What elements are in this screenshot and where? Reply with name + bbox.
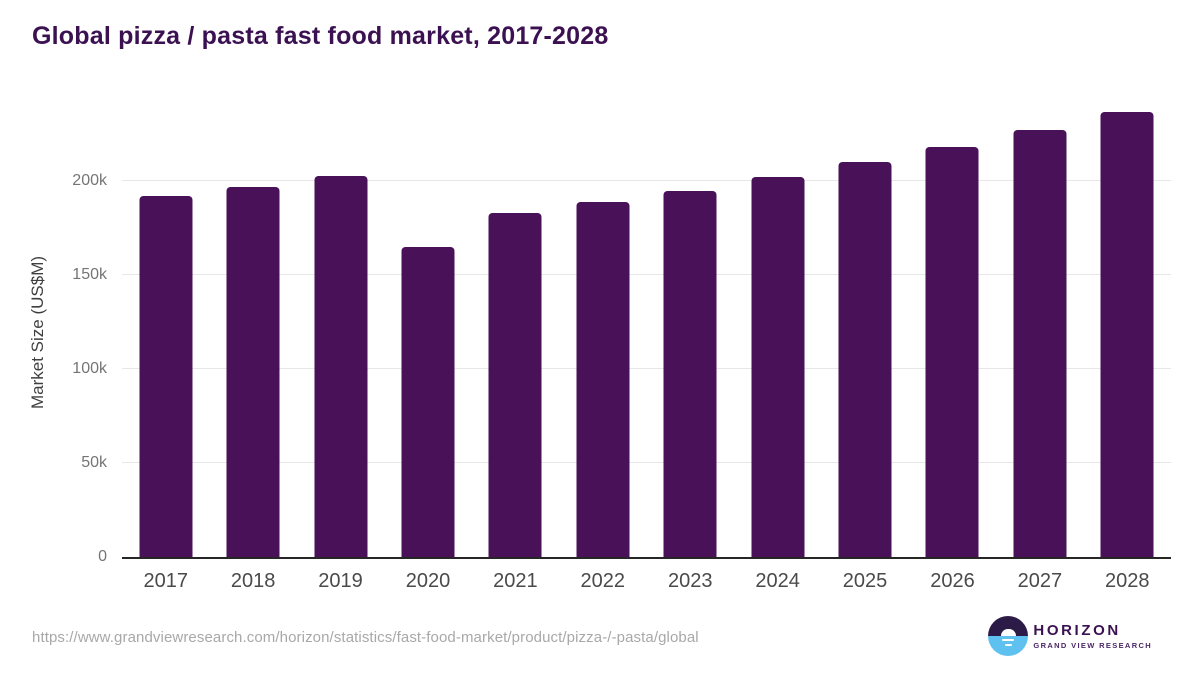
x-axis-tick-label: 2018 [230, 570, 276, 592]
gridline [122, 368, 1171, 370]
sun-reflection-dash [1002, 639, 1015, 642]
y-axis-tick-label: 150k [72, 266, 107, 284]
sun-shape [1000, 628, 1016, 636]
horizon-sun-icon [988, 616, 1029, 656]
y-axis-tick-label: 0 [98, 548, 107, 565]
y-axis-title: Market Size (US$M) [28, 255, 47, 410]
x-axis-tick-label: 2027 [1017, 570, 1063, 592]
gridline [122, 462, 1171, 464]
y-axis-tick-label: 200k [72, 172, 107, 190]
x-axis-tick-label: 2022 [580, 570, 626, 592]
x-axis-tick-label: 2019 [318, 570, 363, 592]
logo-name: HORIZON [1033, 621, 1121, 639]
bar [838, 162, 892, 557]
bar [1100, 111, 1154, 557]
x-axis-tick-label: 2025 [842, 570, 888, 592]
x-axis-tick-label: 2021 [493, 570, 538, 592]
horizon-logo: HORIZON GRAND VIEW RESEARCH [988, 616, 1152, 656]
x-axis-tick-label: 2017 [143, 570, 188, 592]
x-axis-tick-label: 2028 [1105, 570, 1150, 592]
gridline [122, 180, 1171, 182]
chart-title: Global pizza / pasta fast food market, 2… [32, 22, 609, 50]
source-url: https://www.grandviewresearch.com/horizo… [32, 629, 699, 646]
plot-area: 0 50k 100k 150k 200k 2017 2018 2019 2020 2021 2022… [72, 106, 1171, 592]
bar [401, 246, 455, 557]
logo-text: HORIZON GRAND VIEW RESEARCH [1033, 623, 1152, 650]
bar [925, 147, 979, 557]
logo-subtitle: GRAND VIEW RESEARCH [1033, 640, 1152, 650]
y-axis-tick-label: 50k [81, 454, 107, 472]
gridline [122, 274, 1171, 276]
x-axis-tick-label: 2024 [755, 570, 800, 592]
y-axis-tick-label: 100k [72, 360, 107, 378]
sun-reflection-dash [1004, 643, 1012, 646]
bar [663, 190, 717, 557]
bar [488, 213, 542, 557]
bar [576, 201, 630, 557]
x-axis-tick-label: 2023 [667, 570, 713, 592]
x-axis-tick-label: 2020 [405, 570, 451, 592]
bar [226, 186, 280, 557]
bar [139, 196, 193, 557]
x-axis-tick-label: 2026 [930, 570, 975, 592]
bar [751, 177, 805, 557]
bar [314, 175, 368, 557]
bar [1013, 130, 1067, 557]
